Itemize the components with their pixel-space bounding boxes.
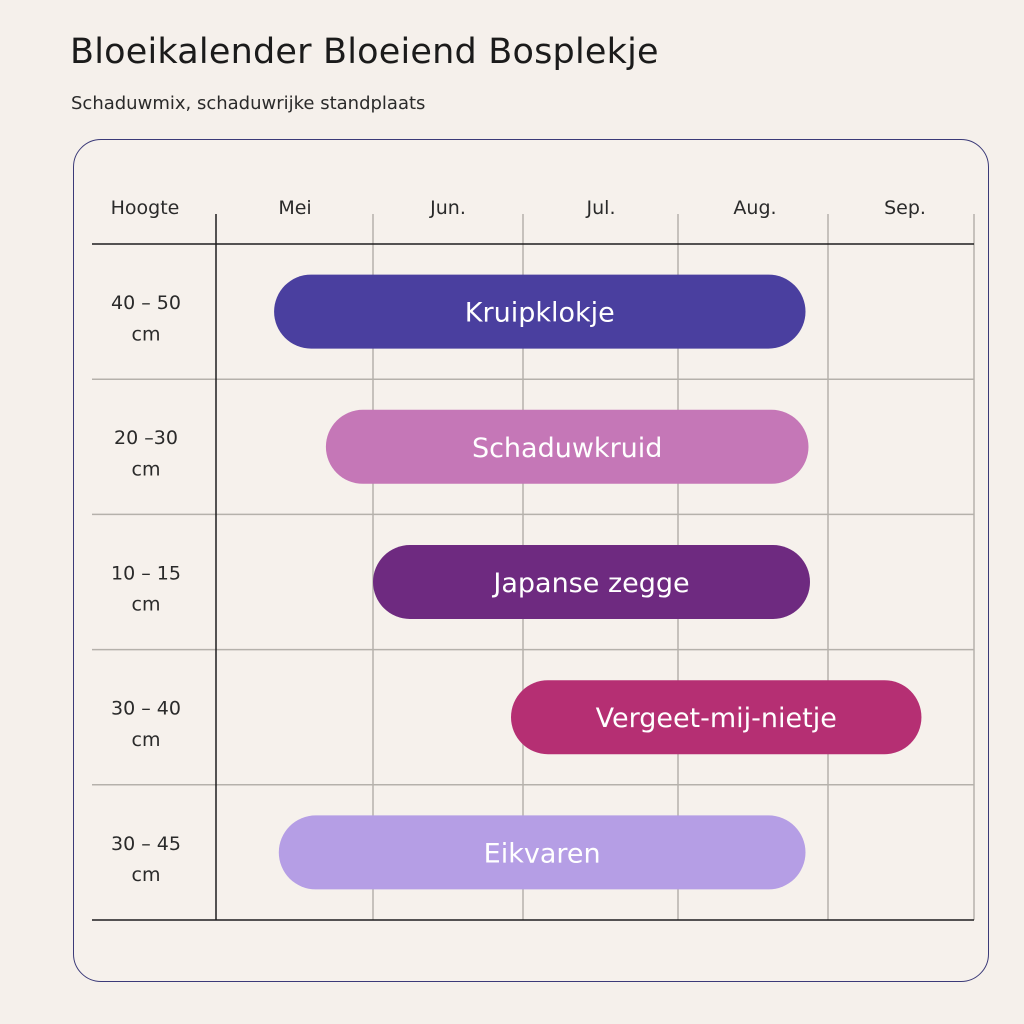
month-label: Jul. bbox=[586, 197, 616, 219]
bar-layer: Kruipklokje Schaduwkruid Japanse zegge Verg… bbox=[274, 274, 922, 890]
bloom-bar bbox=[511, 680, 922, 755]
height-label: 40 – 50 cm bbox=[111, 292, 181, 345]
bloom-bar-label: Vergeet-mij-nietje bbox=[596, 703, 837, 734]
month-label: Jun. bbox=[429, 197, 466, 219]
height-label: 30 – 40 cm bbox=[111, 698, 181, 751]
month-label: Sep. bbox=[884, 197, 926, 219]
height-label: 20 –30 cm bbox=[114, 427, 178, 480]
bloom-bar bbox=[274, 274, 806, 349]
bloom-bar-label: Kruipklokje bbox=[465, 298, 615, 329]
bloom-bar-label: Schaduwkruid bbox=[472, 433, 662, 464]
row-header-label: Hoogte bbox=[111, 197, 180, 219]
bloom-bar bbox=[325, 409, 809, 484]
bloom-bar bbox=[373, 545, 810, 619]
label-layer: Hoogte Mei Jun. Jul. Aug. Sep. 40 – 50 cm 20 –3… bbox=[111, 197, 926, 886]
month-label: Aug. bbox=[733, 197, 776, 219]
bloom-bar-label: Japanse zegge bbox=[491, 568, 689, 599]
chart-title: Bloeikalender Bloeiend Bosplekje bbox=[70, 32, 659, 72]
height-label: 10 – 15 cm bbox=[111, 562, 181, 615]
bloom-bar-label: Eikvaren bbox=[484, 838, 601, 869]
bloom-bar bbox=[278, 815, 806, 890]
month-label: Mei bbox=[278, 197, 311, 219]
chart-subtitle: Schaduwmix, schaduwrijke standplaats bbox=[71, 93, 426, 114]
height-label: 30 – 45 cm bbox=[111, 833, 181, 886]
